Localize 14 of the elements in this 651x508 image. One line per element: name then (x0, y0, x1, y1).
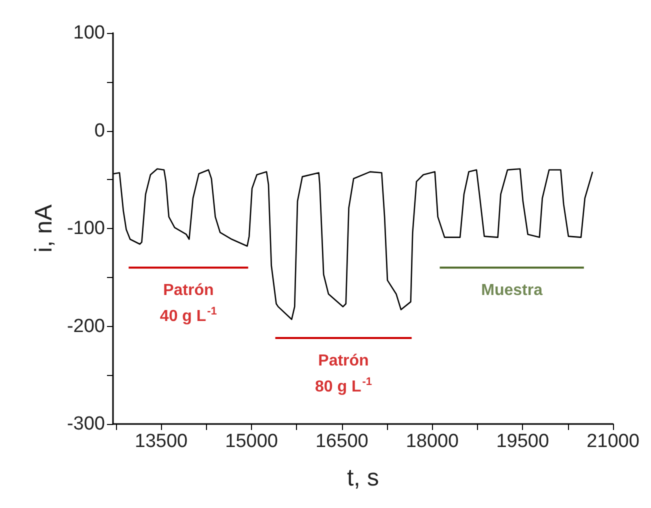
x-tick-label: 18000 (406, 431, 459, 452)
x-axis-title: t, s (346, 464, 380, 492)
y-tick-label: -100 (66, 218, 105, 239)
x-tick-label: 13500 (134, 431, 188, 452)
x-tick-label: 21000 (586, 431, 640, 452)
y-tick-label: -200 (66, 316, 105, 337)
annotation: Muestra (481, 282, 543, 300)
y-axis-title: i, nA (30, 204, 58, 253)
y-tick-label: 100 (73, 22, 105, 44)
x-tick-label: 15000 (225, 431, 278, 452)
x-tick-label: 19500 (496, 431, 550, 452)
x-tick-label: 16500 (315, 431, 368, 452)
y-tick-label: 0 (94, 120, 105, 142)
y-tick-label: -300 (66, 414, 105, 434)
